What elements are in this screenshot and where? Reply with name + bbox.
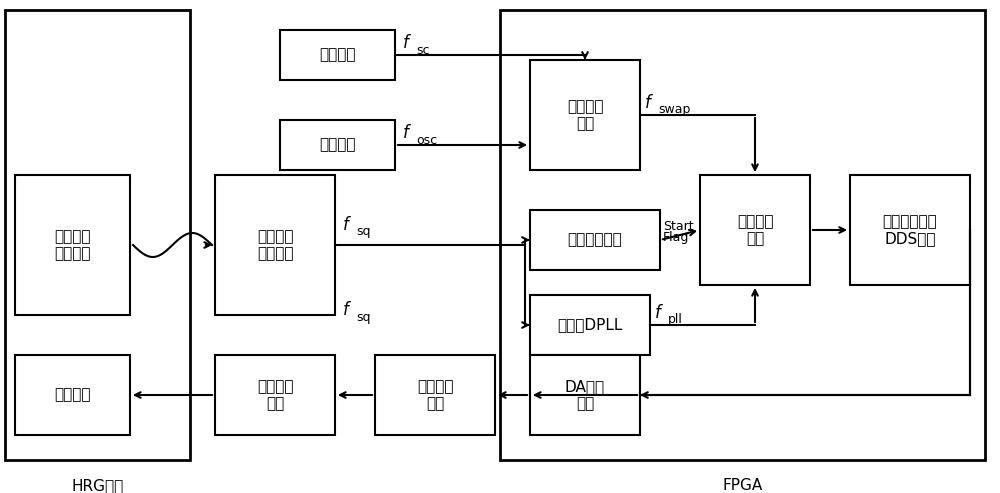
Bar (850, 175, 970, 285)
Text: FPGA: FPGA (722, 478, 763, 493)
Bar (215, 355, 335, 435)
Text: sq: sq (356, 225, 370, 239)
Bar (530, 355, 640, 435)
Text: f: f (403, 124, 409, 142)
Text: sq: sq (356, 311, 370, 323)
Text: Start: Start (663, 219, 694, 233)
Text: 外界输入: 外界输入 (319, 47, 356, 63)
Text: f: f (343, 301, 349, 319)
Bar (15, 175, 130, 315)
Text: sc: sc (416, 43, 430, 57)
Text: 系统时钟: 系统时钟 (319, 138, 356, 152)
Text: 激励电极: 激励电极 (54, 387, 91, 402)
Text: 高压驱动
模块: 高压驱动 模块 (257, 379, 293, 411)
Text: 数字频率合成
DDS模块: 数字频率合成 DDS模块 (883, 214, 937, 246)
Text: 扫频起振
模块: 扫频起振 模块 (567, 99, 603, 131)
Bar (5, 10, 190, 460)
Text: 频率选择
模块: 频率选择 模块 (737, 214, 773, 246)
Text: f: f (655, 304, 661, 322)
Text: Flag: Flag (663, 232, 689, 245)
Text: 过零信号
检测模块: 过零信号 检测模块 (257, 229, 293, 261)
Text: osc: osc (416, 134, 437, 146)
Bar (530, 60, 640, 170)
Bar (280, 30, 395, 80)
Text: f: f (343, 216, 349, 234)
Bar (500, 10, 985, 460)
Text: swap: swap (658, 104, 690, 116)
Text: f: f (645, 94, 651, 112)
Text: 数模转换
模块: 数模转换 模块 (417, 379, 453, 411)
Text: 锁相环DPLL: 锁相环DPLL (557, 317, 623, 332)
Text: HRG表头: HRG表头 (71, 478, 124, 493)
Text: DA控制
模块: DA控制 模块 (565, 379, 605, 411)
Text: 起振检测模块: 起振检测模块 (568, 233, 622, 247)
Bar (215, 175, 335, 315)
Bar (700, 175, 810, 285)
Bar (530, 295, 650, 355)
Text: pll: pll (668, 314, 683, 326)
Text: f: f (403, 34, 409, 52)
Bar (15, 355, 130, 435)
Bar (375, 355, 495, 435)
Bar (280, 120, 395, 170)
Bar (518, 45, 868, 285)
Bar (530, 210, 660, 270)
Text: 谐振信号
检测电极: 谐振信号 检测电极 (54, 229, 91, 261)
